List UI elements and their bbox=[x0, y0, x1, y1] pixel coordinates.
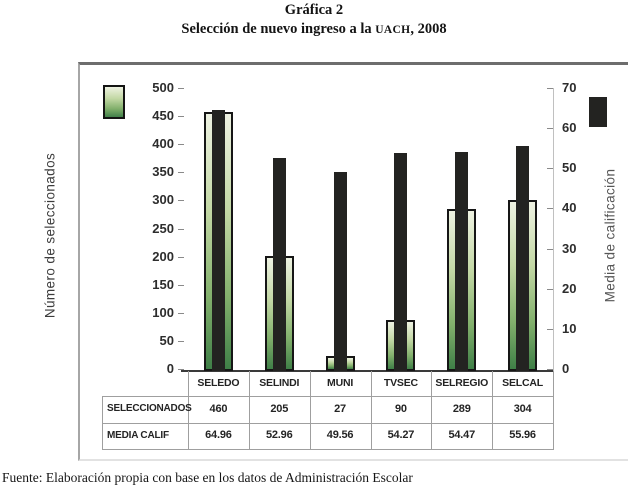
source-note: Fuente: Elaboración propia con base en l… bbox=[2, 470, 413, 485]
left-axis-tick-label: 0 bbox=[166, 361, 174, 376]
right-axis-tick bbox=[547, 128, 553, 130]
bar-media-calif bbox=[394, 153, 408, 371]
table-column-line bbox=[553, 371, 554, 449]
left-axis-tick bbox=[178, 312, 184, 314]
left-axis-tick bbox=[178, 228, 184, 230]
left-axis-tick-label: 450 bbox=[152, 108, 174, 124]
right-axis-tick-label: 70 bbox=[562, 80, 577, 95]
right-axis-tick-label: 20 bbox=[562, 280, 577, 296]
table-column-line bbox=[309, 371, 311, 449]
left-axis-tick bbox=[178, 144, 184, 146]
table-row-header: MEDIA CALIF bbox=[107, 429, 169, 441]
right-axis-tick-label: 0 bbox=[562, 361, 570, 376]
subtitle-acronym: UACH bbox=[375, 24, 411, 36]
left-axis-tick-label: 50 bbox=[159, 332, 174, 348]
bar-media-calif bbox=[272, 158, 286, 371]
left-axis-tick-label: 200 bbox=[152, 248, 174, 264]
right-axis-tick bbox=[547, 248, 553, 250]
right-axis-tick bbox=[547, 168, 553, 170]
table-column-line bbox=[492, 371, 494, 449]
table-cell: 54.47 bbox=[448, 429, 475, 442]
table-row-line bbox=[102, 449, 554, 450]
table-cell: 27 bbox=[334, 402, 346, 415]
left-axis-tick-label: 250 bbox=[152, 220, 174, 236]
right-axis-tick-label: 50 bbox=[562, 160, 577, 176]
bar-media-calif bbox=[455, 152, 469, 371]
table-row-header: SELECCIONADOS bbox=[107, 403, 192, 415]
left-axis-tick-label: 300 bbox=[152, 192, 174, 208]
table-column-line bbox=[248, 371, 250, 449]
left-axis-tick-label: 500 bbox=[152, 80, 174, 95]
table-cell: 90 bbox=[394, 402, 407, 415]
subtitle-suffix: , 2008 bbox=[410, 21, 447, 37]
table-cell: 460 bbox=[209, 402, 228, 415]
table-cell: 55.96 bbox=[509, 429, 536, 442]
left-axis-tick bbox=[178, 172, 184, 174]
category-label: SELCAL bbox=[502, 377, 543, 389]
left-axis-tick-label: 400 bbox=[152, 136, 174, 152]
right-axis-tick bbox=[547, 88, 553, 89]
table-cell: 64.96 bbox=[205, 429, 232, 442]
bar-media-calif bbox=[333, 172, 347, 371]
category-label: TVSEC bbox=[383, 377, 418, 389]
category-label: SELEDO bbox=[197, 377, 240, 389]
left-axis-tick bbox=[178, 200, 184, 202]
page-title: Gráfica 2 bbox=[284, 2, 344, 18]
table-cell: 49.56 bbox=[326, 429, 354, 442]
right-axis-tick bbox=[547, 328, 553, 330]
x-axis-line bbox=[181, 369, 553, 372]
table-column-line bbox=[370, 371, 372, 449]
table-cell: 205 bbox=[270, 402, 289, 415]
right-axis-title: Media de calificación bbox=[602, 168, 618, 303]
table-cell: 304 bbox=[513, 402, 532, 415]
left-axis-tick bbox=[178, 116, 184, 118]
table-cell: 289 bbox=[452, 402, 471, 415]
right-axis-tick-label: 60 bbox=[562, 120, 577, 136]
table-column-line bbox=[188, 371, 189, 449]
category-label: MUNI bbox=[327, 377, 354, 389]
legend-black-swatch bbox=[589, 97, 607, 127]
table-left-border bbox=[102, 396, 103, 449]
left-axis-tick bbox=[178, 256, 184, 258]
table-row-line bbox=[102, 422, 554, 424]
table-column-line bbox=[431, 371, 433, 449]
left-axis-title: Número de seleccionados bbox=[42, 152, 58, 319]
left-axis-tick-label: 100 bbox=[152, 304, 174, 320]
bar-media-calif bbox=[516, 146, 530, 371]
category-label: SELREGIO bbox=[435, 377, 489, 389]
right-axis-tick-label: 30 bbox=[562, 240, 577, 256]
right-axis-tick-label: 40 bbox=[562, 200, 577, 216]
left-axis-tick-label: 350 bbox=[152, 164, 174, 180]
left-axis-tick bbox=[178, 284, 184, 286]
left-axis-tick-label: 150 bbox=[152, 276, 174, 292]
subtitle-prefix: Selección de nuevo ingreso a la bbox=[181, 21, 376, 37]
right-axis-tick bbox=[547, 208, 553, 210]
left-axis-tick bbox=[178, 88, 184, 89]
table-row-line bbox=[102, 396, 554, 397]
bar-media-calif bbox=[211, 110, 225, 371]
table-cell: 52.96 bbox=[265, 429, 293, 442]
left-axis-tick bbox=[178, 340, 184, 342]
right-axis-line bbox=[553, 88, 554, 371]
right-axis-tick bbox=[547, 288, 553, 290]
page-subtitle: Selección de nuevo ingreso a la UACH, 20… bbox=[0, 21, 628, 38]
table-cell: 54.27 bbox=[387, 429, 415, 442]
category-label: SELINDI bbox=[259, 377, 300, 389]
right-axis-tick-label: 10 bbox=[562, 320, 577, 336]
legend-green-swatch bbox=[103, 85, 125, 119]
